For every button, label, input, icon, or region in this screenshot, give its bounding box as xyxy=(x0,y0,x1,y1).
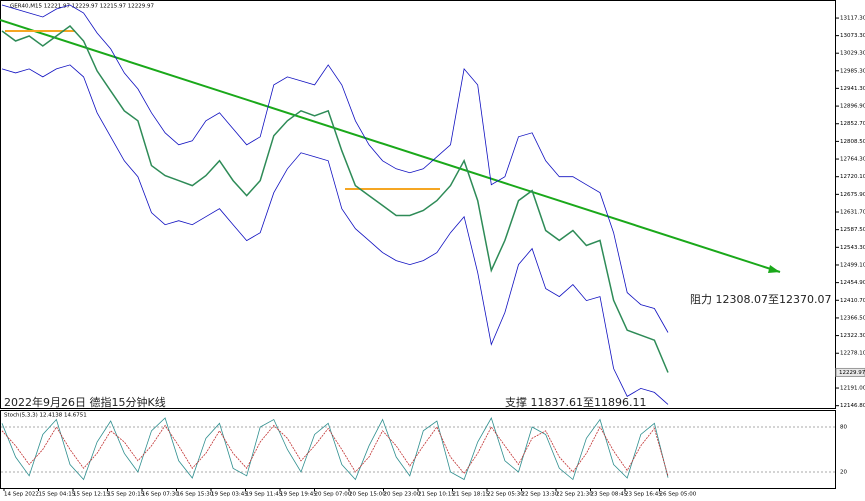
support-annotation: 支撑 11837.61至11896.11 xyxy=(505,395,646,409)
series-line xyxy=(1,4,669,333)
series-line xyxy=(1,64,669,405)
y-tick-label: 12675.90 xyxy=(840,192,865,198)
y-tick-label: 12278.10 xyxy=(840,351,865,357)
y-tick-label: 12896.90 xyxy=(840,104,865,110)
x-tick-label: 14 Sep 2022 xyxy=(4,492,39,498)
x-tick-label: 23 Sep 16:45 xyxy=(625,492,662,498)
trend-line xyxy=(0,19,781,273)
y-tick-label: 12808.50 xyxy=(840,139,865,145)
series-line xyxy=(1,24,669,373)
y-tick-label: 12146.80 xyxy=(840,403,865,409)
x-tick-label: 15 Sep 04:15 xyxy=(39,492,76,498)
y-tick-label: 12543.30 xyxy=(840,245,865,251)
resistance-annotation: 阻力 12308.07至12370.07 xyxy=(690,293,831,306)
x-tick-label: 20 Sep 23:00 xyxy=(384,492,421,498)
y-tick-label: 13117.30 xyxy=(840,16,865,22)
y-tick-label: 12410.70 xyxy=(840,298,865,304)
x-tick-label: 16 Sep 07:30 xyxy=(142,492,179,498)
x-tick-label: 23 Sep 08:45 xyxy=(591,492,628,498)
x-tick-label: 22 Sep 13:30 xyxy=(522,492,559,498)
y-tick-label: 12720.10 xyxy=(840,174,865,180)
trend-arrow xyxy=(768,265,780,273)
x-tick-label: 19 Sep 03:45 xyxy=(211,492,248,498)
x-tick-label: 20 Sep 15:00 xyxy=(349,492,386,498)
current-price-box xyxy=(835,367,865,377)
y-tick-label: 12852.70 xyxy=(840,121,865,127)
stoch-tick-label: 20 xyxy=(840,470,847,476)
y-tick-label: 12764.30 xyxy=(840,157,865,163)
y-tick-label: 12587.50 xyxy=(840,227,865,233)
y-tick-label: 12322.30 xyxy=(840,333,865,339)
y-tick-label: 12191.00 xyxy=(840,386,865,392)
x-tick-label: 19 Sep 19:45 xyxy=(280,492,317,498)
main-panel xyxy=(0,0,836,409)
y-tick-label: 12985.30 xyxy=(840,68,865,74)
current-price-label: 12229.97 xyxy=(839,370,865,376)
x-tick-label: 22 Sep 05:30 xyxy=(487,492,524,498)
x-tick-label: 21 Sep 18:15 xyxy=(453,492,490,498)
x-tick-label: 15 Sep 12:15 xyxy=(73,492,110,498)
series-line xyxy=(1,417,669,481)
x-tick-label: 21 Sep 10:15 xyxy=(418,492,455,498)
y-tick-label: 12366.50 xyxy=(840,315,865,321)
y-tick-label: 13073.30 xyxy=(840,33,865,39)
series-line xyxy=(1,424,669,477)
x-tick-label: 20 Sep 07:00 xyxy=(315,492,352,498)
y-tick-label: 12454.90 xyxy=(840,280,865,286)
stoch-tick-label: 80 xyxy=(840,425,847,431)
x-tick-label: 15 Sep 20:15 xyxy=(108,492,145,498)
symbol-label: GER40,M15 12221.97 12229.97 12215.97 122… xyxy=(10,4,155,10)
y-tick-label: 12631.70 xyxy=(840,210,865,216)
y-tick-label: 13029.30 xyxy=(840,51,865,57)
x-tick-label: 19 Sep 11:45 xyxy=(246,492,283,498)
x-tick-label: 22 Sep 21:30 xyxy=(556,492,593,498)
y-tick-label: 12941.30 xyxy=(840,86,865,92)
date-annotation: 2022年9月26日 德指15分钟K线 xyxy=(4,395,166,409)
stoch-label: Stoch(5,3,3) 12.4138 14.6751 xyxy=(4,413,87,419)
x-tick-label: 26 Sep 05:00 xyxy=(660,492,697,498)
y-tick-label: 12499.10 xyxy=(840,262,865,268)
x-tick-label: 16 Sep 15:30 xyxy=(177,492,214,498)
